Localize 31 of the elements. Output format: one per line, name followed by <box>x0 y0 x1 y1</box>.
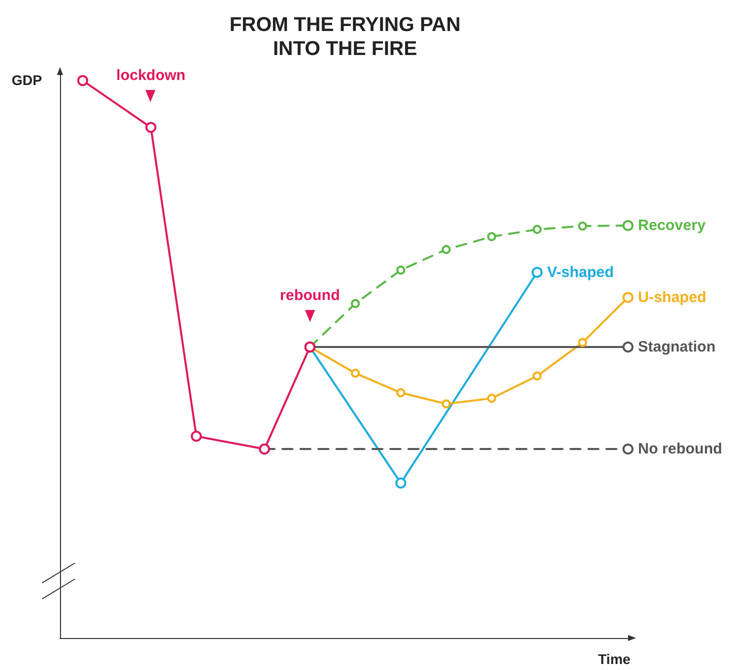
point <box>190 430 202 442</box>
point <box>396 266 406 275</box>
series-label: Stagnation <box>638 338 716 356</box>
annotation: lockdown <box>116 67 186 84</box>
point <box>77 75 88 86</box>
point <box>578 338 588 348</box>
series-label: U-shaped <box>638 288 706 306</box>
x-axis-title: Time <box>598 651 631 667</box>
point <box>622 292 634 303</box>
point <box>145 122 156 133</box>
point <box>396 388 406 398</box>
point <box>442 399 451 408</box>
point <box>532 372 542 381</box>
chart-title: FROM THE FRYING PAN INTO THE FIRE <box>229 14 461 60</box>
point <box>487 232 496 242</box>
point <box>442 244 451 254</box>
y-axis-title: GDP <box>12 72 42 88</box>
point <box>622 444 634 455</box>
point <box>532 266 543 278</box>
point <box>532 224 542 234</box>
point <box>350 299 360 308</box>
series-label: No rebound <box>638 440 722 458</box>
series-label: Recovery <box>638 217 706 234</box>
point <box>487 394 496 403</box>
point <box>395 478 406 489</box>
annotation: rebound <box>280 287 340 304</box>
point <box>350 368 360 378</box>
series-label: V-shaped <box>547 264 614 281</box>
point <box>578 222 588 231</box>
point <box>622 220 634 231</box>
point <box>622 342 634 353</box>
